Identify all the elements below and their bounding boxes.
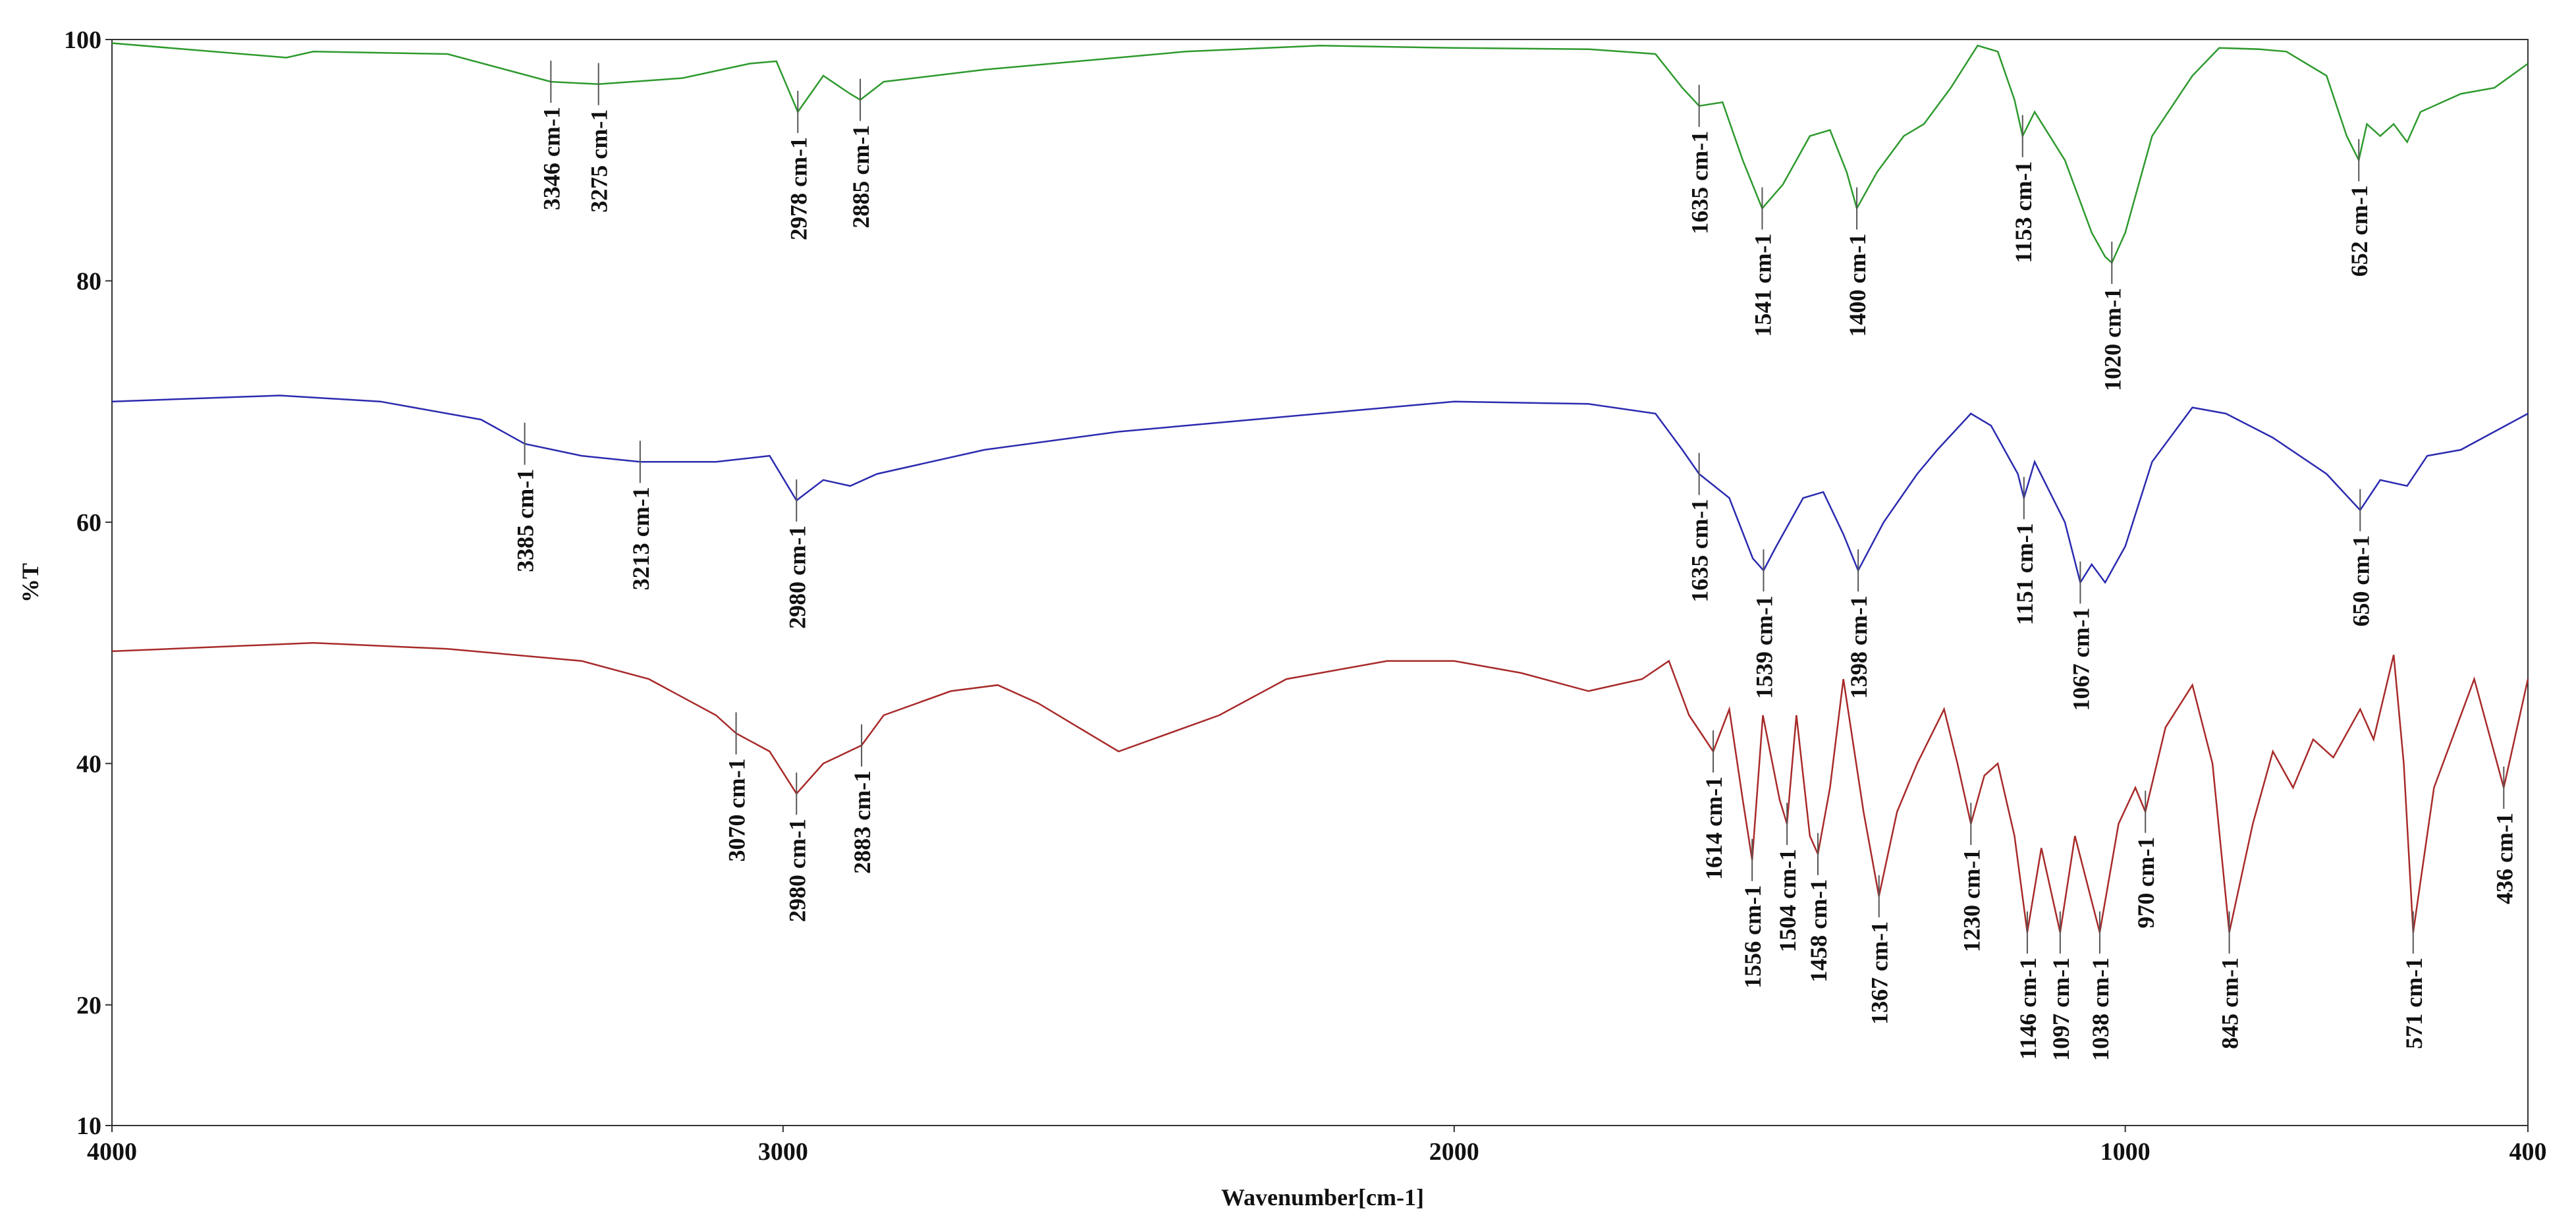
y-tick-label: 80: [76, 267, 101, 295]
peak-label: 652 cm-1: [2346, 185, 2372, 277]
peak-label: 1504 cm-1: [1774, 849, 1801, 952]
peak-label: 436 cm-1: [2491, 813, 2517, 904]
peak-label: 650 cm-1: [2347, 535, 2374, 627]
y-tick-label: 20: [76, 992, 101, 1019]
spectrum-line: [111, 42, 2529, 265]
peak-label: 2885 cm-1: [848, 125, 874, 229]
y-tick-label: 100: [64, 26, 101, 54]
y-tick-label: 60: [76, 509, 101, 537]
peak-label: 1151 cm-1: [2012, 523, 2038, 625]
x-axis-label: Wavenumber[cm-1]: [1221, 1184, 1424, 1210]
peak-label: 1067 cm-1: [2068, 608, 2094, 711]
peak-label: 1614 cm-1: [1701, 776, 1727, 880]
peak-label: 1458 cm-1: [1805, 879, 1832, 983]
peak-label: 2883 cm-1: [849, 771, 875, 874]
x-tick-label: 2000: [1429, 1138, 1479, 1166]
peak-label: 3070 cm-1: [724, 759, 750, 862]
peak-label: 1635 cm-1: [1687, 499, 1713, 603]
peak-label: 1539 cm-1: [1751, 595, 1777, 699]
x-tick-label: 4000: [87, 1138, 137, 1166]
spectrum-line: [111, 394, 2529, 585]
peak-label: 1038 cm-1: [2087, 958, 2114, 1061]
peak-label: 2980 cm-1: [784, 526, 810, 629]
peak-label: 1635 cm-1: [1687, 131, 1713, 234]
peak-label: 1097 cm-1: [2048, 958, 2074, 1061]
spectrum-line: [111, 641, 2529, 933]
peak-label: 1153 cm-1: [2010, 161, 2037, 263]
peak-label: 1230 cm-1: [1958, 849, 1985, 952]
peak-label: 1400 cm-1: [1844, 234, 1871, 337]
peak-label: 1541 cm-1: [1749, 234, 1776, 337]
peak-label: 1146 cm-1: [2015, 958, 2041, 1060]
x-tick-label: 1000: [2100, 1138, 2151, 1166]
peak-label: 845 cm-1: [2217, 958, 2243, 1049]
peak-label: 571 cm-1: [2401, 958, 2427, 1049]
peak-label: 3275 cm-1: [586, 109, 613, 213]
y-tick-label: 40: [76, 750, 101, 778]
peak-label: 1398 cm-1: [1846, 595, 1872, 699]
peak-label: 2978 cm-1: [785, 137, 811, 240]
peak-label: 3346 cm-1: [538, 107, 564, 210]
peak-label: 970 cm-1: [2133, 837, 2159, 929]
peak-label: 1367 cm-1: [1867, 921, 1893, 1025]
peak-label: 3213 cm-1: [628, 487, 654, 590]
peak-label: 3385 cm-1: [512, 469, 539, 572]
peak-label: 1020 cm-1: [2099, 288, 2125, 391]
y-tick-label: 10: [76, 1112, 101, 1140]
peak-label: 2980 cm-1: [784, 819, 810, 922]
x-tick-label: 400: [2509, 1138, 2547, 1166]
y-axis-label: %T: [17, 563, 43, 603]
x-tick-label: 3000: [758, 1138, 808, 1166]
peak-label: 1556 cm-1: [1740, 885, 1766, 989]
plot-frame: [111, 39, 2529, 1126]
